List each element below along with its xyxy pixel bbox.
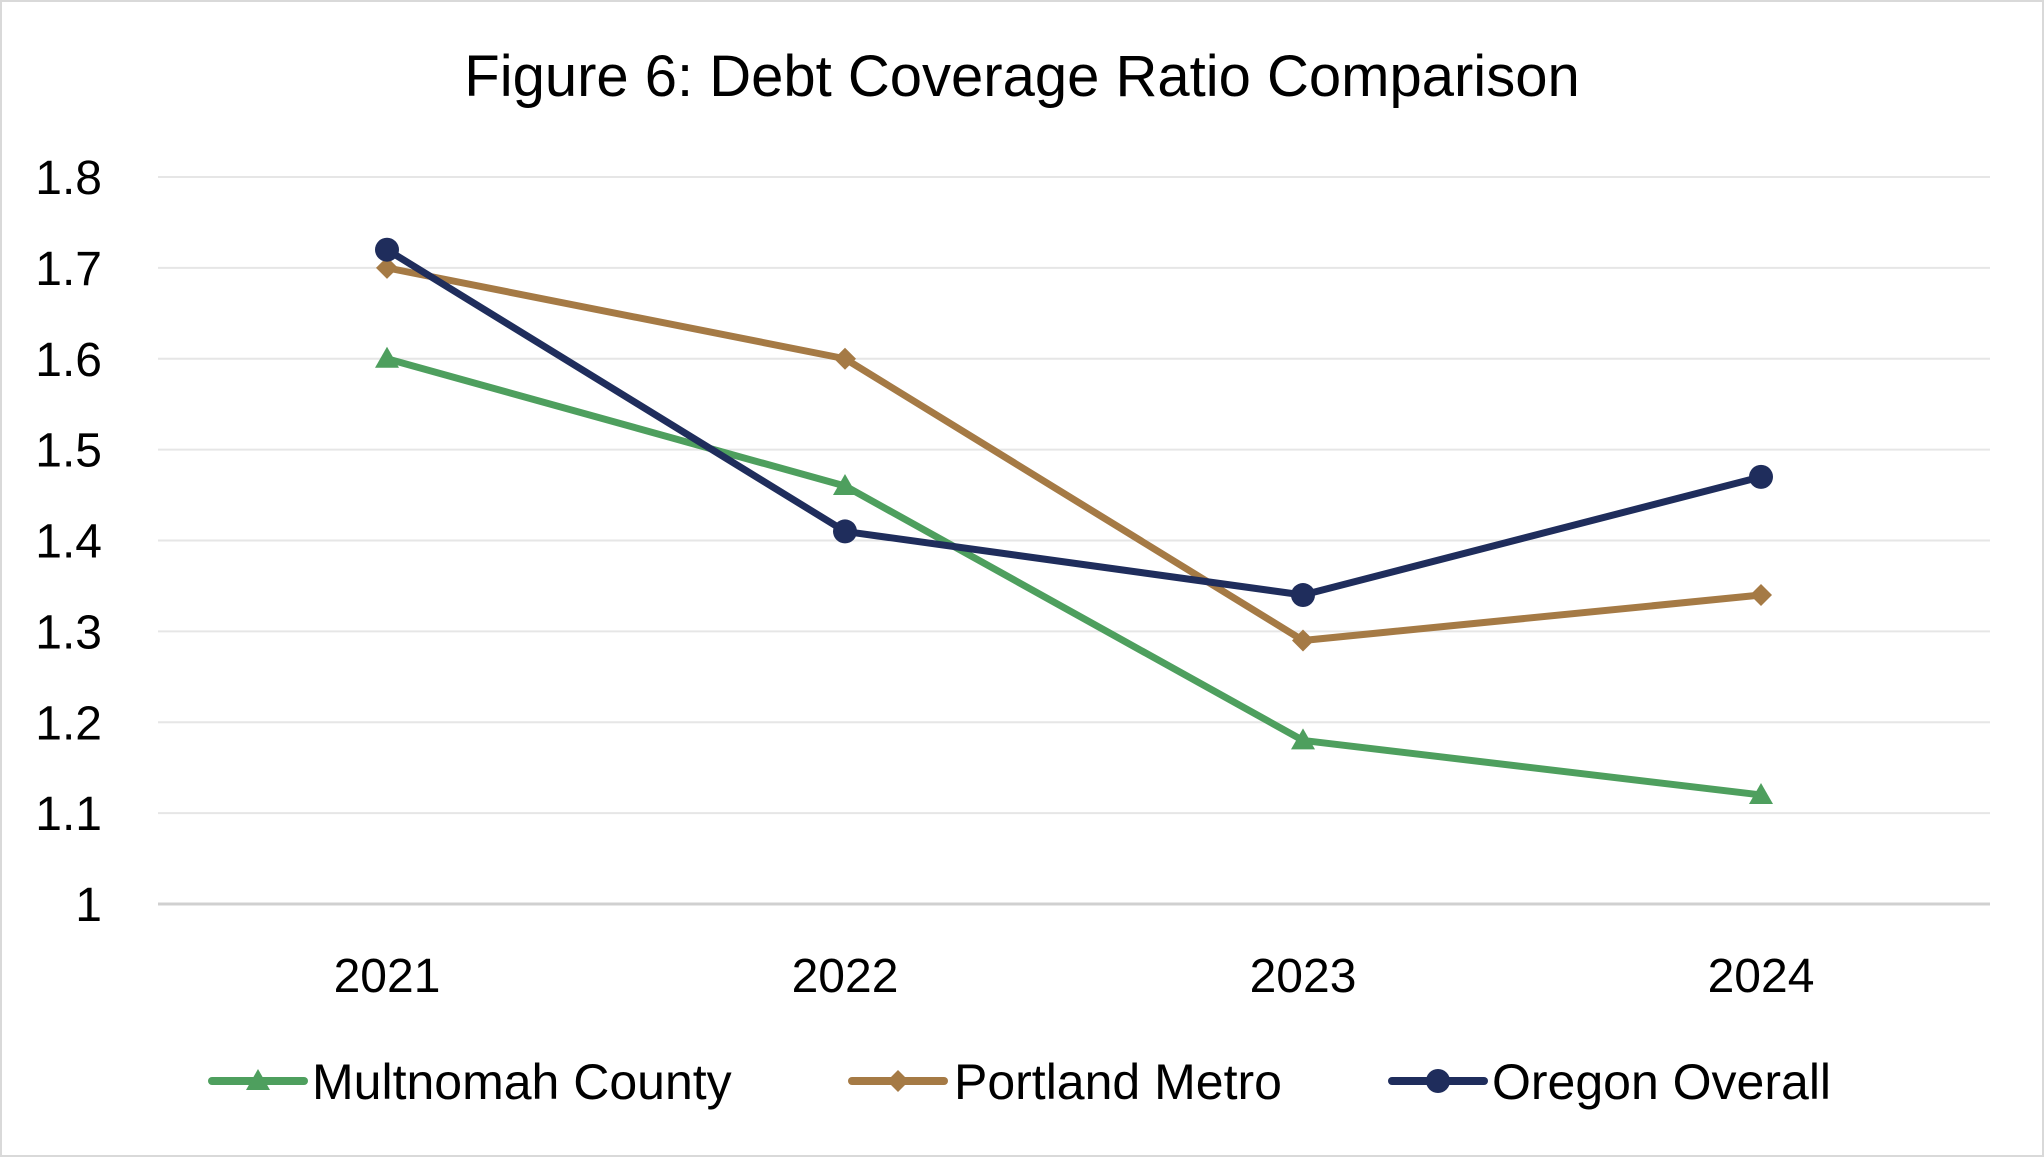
y-axis-labels: 1 1.1 1.2 1.3 1.4 1.5 1.6 1.7 1.8 xyxy=(35,152,102,932)
x-tick-label: 2023 xyxy=(1250,950,1357,1003)
data-point-portland-metro xyxy=(1292,629,1314,652)
y-tick-label: 1.3 xyxy=(35,606,102,659)
legend-item-oregon-overall: Oregon Overall xyxy=(1388,1054,1831,1110)
series-line-portland-metro xyxy=(383,264,1765,644)
x-tick-label: 2021 xyxy=(334,950,441,1003)
data-point-multnomah-county xyxy=(375,346,399,368)
x-tick-label: 2024 xyxy=(1708,950,1815,1003)
x-axis-labels: 2021 2022 2023 2024 xyxy=(334,950,1815,1003)
y-tick-label: 1.1 xyxy=(35,788,102,841)
legend-item-portland-metro: Portland Metro xyxy=(848,1054,1282,1110)
legend-marker-multnomah-county xyxy=(246,1069,270,1090)
series-line-oregon-overall xyxy=(383,246,1765,599)
legend-label-multnomah-county: Multnomah County xyxy=(312,1054,732,1110)
data-point-oregon-overall xyxy=(375,237,399,262)
y-tick-label: 1.2 xyxy=(35,697,102,750)
data-point-oregon-overall xyxy=(1291,583,1315,608)
legend-item-multnomah-county: Multnomah County xyxy=(208,1054,732,1110)
series-group xyxy=(375,237,1773,804)
legend-marker-oregon-overall xyxy=(1426,1069,1450,1093)
data-point-multnomah-county xyxy=(833,473,857,495)
series-portland-metro xyxy=(376,256,1772,652)
data-point-multnomah-county xyxy=(1749,782,1773,804)
series-line-multnomah-county xyxy=(383,355,1765,799)
y-tick-label: 1.5 xyxy=(35,425,102,478)
data-point-portland-metro xyxy=(376,256,398,279)
data-point-oregon-overall xyxy=(833,519,857,544)
chart-title: Figure 6: Debt Coverage Ratio Comparison xyxy=(464,44,1579,109)
y-tick-label: 1.4 xyxy=(35,516,102,569)
data-point-portland-metro xyxy=(1750,584,1772,607)
legend-marker-portland-metro xyxy=(887,1070,909,1092)
series-multnomah-county xyxy=(375,346,1773,804)
x-tick-label: 2022 xyxy=(792,950,899,1003)
y-tick-label: 1.7 xyxy=(35,243,102,296)
y-tick-label: 1.6 xyxy=(35,334,102,387)
legend: Multnomah County Portland Metro Oregon Ove… xyxy=(208,1054,1831,1110)
data-point-multnomah-county xyxy=(1291,728,1315,750)
gridlines xyxy=(158,176,1990,906)
legend-label-portland-metro: Portland Metro xyxy=(954,1054,1282,1110)
series-oregon-overall xyxy=(375,237,1773,608)
y-tick-label: 1 xyxy=(75,879,102,932)
legend-label-oregon-overall: Oregon Overall xyxy=(1492,1054,1831,1110)
data-point-portland-metro xyxy=(834,347,856,370)
data-point-oregon-overall xyxy=(1749,464,1773,489)
y-tick-label: 1.8 xyxy=(35,152,102,205)
